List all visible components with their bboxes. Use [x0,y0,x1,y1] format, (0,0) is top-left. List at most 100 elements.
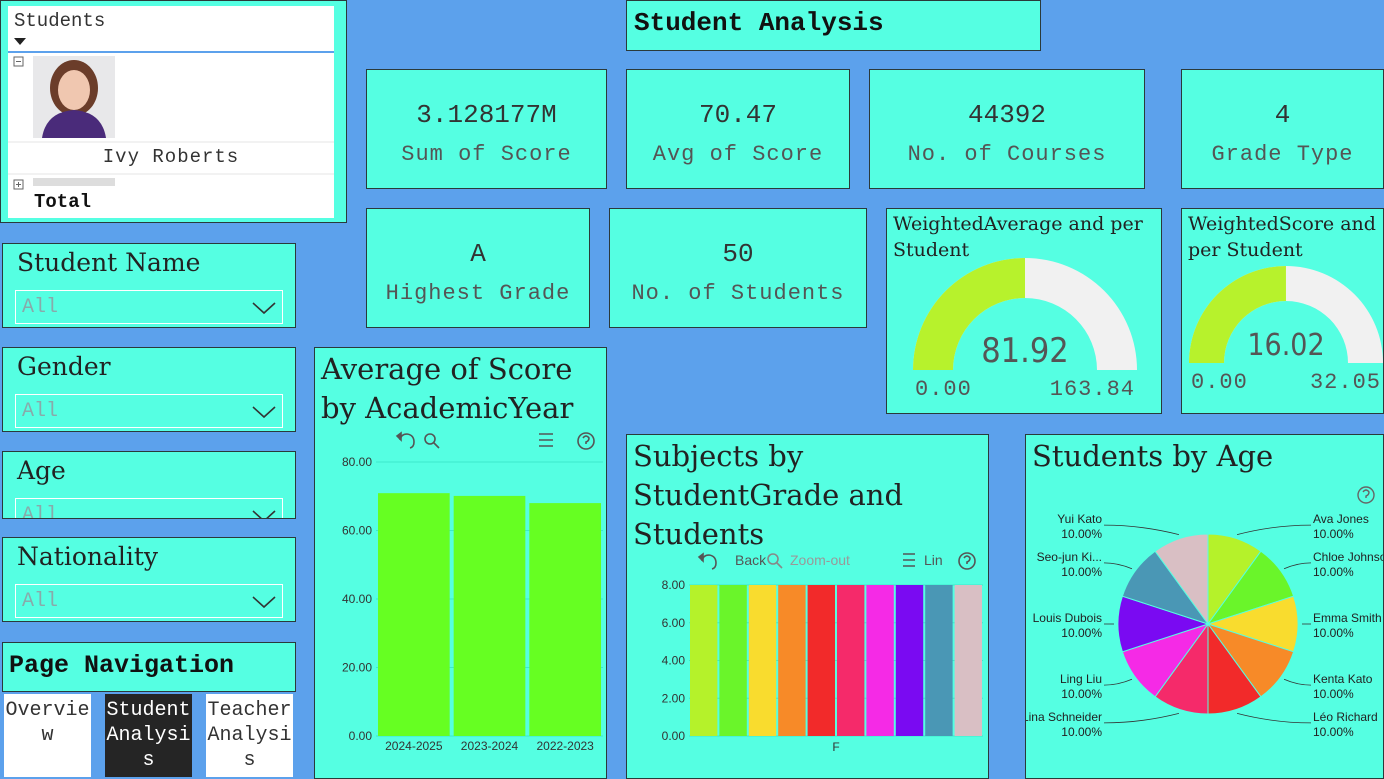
y-tick-label: 8.00 [662,578,686,592]
slice-label: Kenta Kato [1313,672,1373,686]
slice-value: 10.00% [1061,527,1102,541]
nav-button[interactable]: Overview [4,694,91,777]
bar-chart: 0.00 20.00 40.00 60.00 80.00 2024-2025 2023-20… [342,431,603,753]
filter-label: Gender [17,352,111,381]
bar [748,585,777,736]
slice-label: Emma Smith [1313,611,1382,625]
chevron [252,406,276,419]
list-icon[interactable] [903,553,915,567]
chart-title: Subjects by StudentGrade and Students [633,439,904,551]
dropdown[interactable]: All [15,290,283,324]
kpi-card: A Highest Grade [366,208,590,328]
gauge-value: 81.92 [981,331,1069,371]
kpi-value: 4 [1274,100,1291,130]
gauge-title: WeightedScore and per Student [1188,213,1376,261]
gauge-min: 0.00 [915,377,972,402]
leader-line [1103,713,1180,724]
y-tick-label: 2.00 [662,691,686,705]
slice-label: Louis Dubois [1033,611,1102,625]
pie-slice [1154,533,1209,626]
zoom-icon[interactable] [424,433,436,445]
zoom-icon-handle [776,562,783,569]
slice-label: Léo Richard [1313,710,1378,724]
bar [954,585,982,736]
chart-panel: Average of Score by AcademicYear 0.00 20.… [314,347,607,779]
dropdown[interactable]: All [15,394,283,428]
gauge-panel: WeightedAverage and per Student 81.92 0.0… [886,208,1162,414]
leader-line [1236,713,1312,724]
back-icon-head [697,552,704,563]
kpi-label: Avg of Score [652,142,824,167]
nav-button[interactable]: Teacher Analysis [206,694,293,777]
gauge: 16.02 0.00 32.05 [1189,266,1383,395]
back-icon[interactable] [701,554,717,570]
help-icon-q [582,435,590,444]
dropdown[interactable]: All [15,584,283,618]
kpi-card: 50 No. of Students [609,208,867,328]
filter-label: Nationality [17,542,159,571]
help-icon[interactable] [958,552,976,570]
leader-line [1283,678,1312,686]
help-icon[interactable] [577,432,595,450]
bar-chart: 0.00 2.00 4.00 6.00 8.00 F Back Zoom-out Lin [662,552,983,754]
kpi-value: 70.47 [698,100,777,130]
leader-line [1283,562,1312,570]
gauge-value: 16.02 [1247,328,1324,363]
slice-value: 10.00% [1313,687,1354,701]
back-icon[interactable] [399,433,415,449]
dropdown-value: All [22,400,59,423]
x-tick-label: 2024-2025 [385,739,443,753]
chevron [252,596,276,609]
kpi-label: No. of Students [631,281,845,306]
y-tick-label: 20.00 [342,661,372,675]
table-total: Total [34,191,92,213]
student-name: Ivy Roberts [102,146,240,168]
chart-title: Students by Age [1032,439,1274,473]
help-icon-q [963,555,971,564]
gauge-panel: WeightedScore and per Student 16.02 0.00 3… [1181,208,1384,414]
leader-line [1103,678,1133,686]
kpi-value: A [470,239,486,269]
kpi-label: Sum of Score [401,142,572,167]
slice-value: 10.00% [1313,725,1354,739]
nav-button[interactable]: Student Analysis [105,694,192,777]
kpi-card: 44392 No. of Courses [869,69,1145,189]
leader-line [1236,524,1312,535]
gauge: 81.92 0.00 163.84 [913,258,1137,402]
chevron [252,302,276,315]
gauge-max: 32.05 [1310,370,1381,395]
kpi-card: 4 Grade Type [1181,69,1384,189]
list-icon[interactable] [539,433,553,447]
filter-label: Student Name [17,248,201,277]
slice-label: Seo-jun Ki... [1037,550,1102,564]
student-photo-partial [33,178,115,186]
dropdown-value: All [22,590,59,613]
slice-value: 10.00% [1061,687,1102,701]
photo-shirt [42,110,106,138]
sort-arrow [14,38,26,45]
slice-value: 10.00% [1313,527,1354,541]
zoom-icon[interactable] [767,553,779,565]
filter: Age All [2,451,296,519]
zoom-icon-handle [433,442,440,449]
y-tick-label: 80.00 [342,455,372,469]
students-table: Students Ivy Roberts Total [8,6,334,218]
gauge-value-arc [913,258,1025,370]
gauge-min: 0.00 [1191,370,1248,395]
dropdown[interactable]: All [15,498,283,519]
y-tick-label: 0.00 [349,729,373,743]
dropdown-value: All [22,504,59,519]
kpi-value: 3.128177M [416,100,557,130]
toolbar [697,552,976,570]
bar [866,585,894,736]
dropdown-value: All [22,296,59,319]
slice-label: Lina Schneider [1026,710,1102,724]
kpi-card: 3.128177M Sum of Score [366,69,607,189]
slice-value: 10.00% [1313,565,1354,579]
slice-value: 10.00% [1061,626,1102,640]
help-icon[interactable] [1357,486,1375,504]
slice-label: Yui Kato [1057,512,1102,526]
slice-value: 10.00% [1313,626,1354,640]
kpi-label: No. of Courses [907,142,1107,167]
